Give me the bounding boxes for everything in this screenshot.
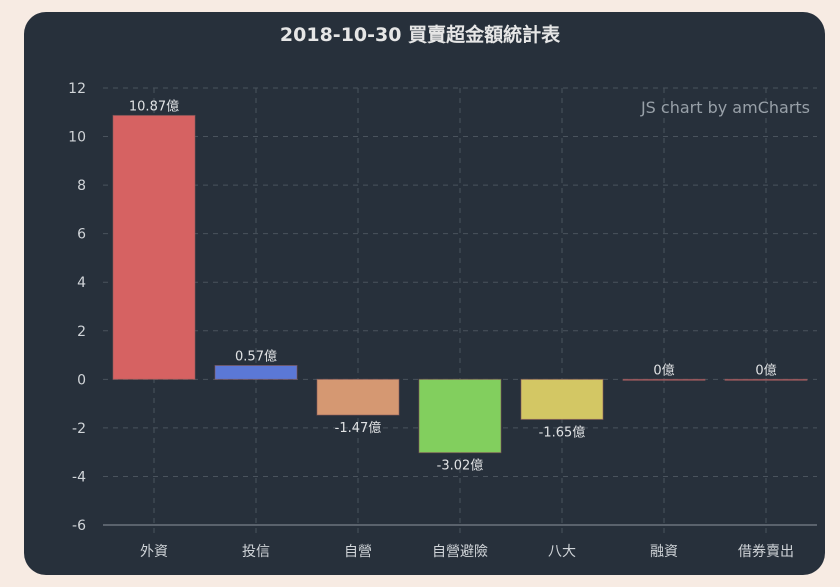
bar[interactable] [112,114,196,380]
x-tick-label: 八大 [548,544,576,560]
bar[interactable] [316,378,400,416]
y-tick-label: 0 [77,372,86,388]
bar[interactable] [622,378,706,381]
data-label: 0億 [755,362,776,378]
y-tick-label: 2 [77,324,86,340]
bar[interactable] [214,364,298,380]
chart-title: 2018-10-30 買賣超金額統計表 [279,24,561,46]
y-tick-label: -2 [72,421,86,437]
data-label: -1.65億 [539,424,586,440]
x-tick-label: 投信 [242,544,270,560]
x-tick-label: 自營 [344,544,372,560]
y-tick-label: 6 [77,227,86,243]
bar[interactable] [520,378,604,420]
y-tick-label: 10 [68,130,86,146]
bar[interactable] [724,378,808,381]
x-tick-label: 自營避險 [432,544,488,560]
data-label: 0.57億 [235,348,277,364]
y-tick-label: 4 [77,275,86,291]
data-label: -3.02億 [437,458,484,474]
x-tick-label: 借券賣出 [738,544,794,560]
y-tick-label: 12 [68,81,86,97]
data-label: 0億 [653,362,674,378]
data-label: -1.47億 [335,420,382,436]
y-tick-label: 8 [77,178,86,194]
data-label: 10.87億 [129,98,179,114]
bar[interactable] [418,378,502,454]
x-tick-label: 融資 [650,544,678,560]
y-tick-label: -4 [72,469,86,485]
amcharts-credit-link[interactable]: JS chart by amCharts [640,98,810,117]
x-tick-label: 外資 [140,544,168,560]
y-tick-label: -6 [72,518,86,534]
